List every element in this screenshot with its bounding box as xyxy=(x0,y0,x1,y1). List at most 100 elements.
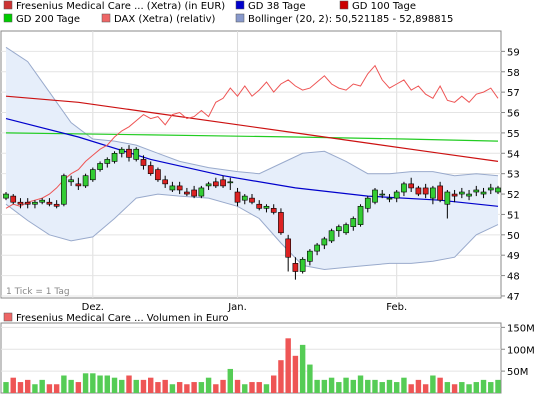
candlestick xyxy=(162,175,169,188)
candlestick xyxy=(68,175,74,186)
candlestick xyxy=(422,183,429,199)
candle-body xyxy=(104,159,111,164)
candlestick xyxy=(357,204,364,227)
candlestick xyxy=(24,198,31,209)
candle-body xyxy=(372,189,378,203)
volume-bar xyxy=(328,377,335,393)
candle-body xyxy=(335,226,342,232)
candlestick xyxy=(437,181,443,203)
candle-body xyxy=(321,238,328,246)
candle-body xyxy=(111,152,118,162)
candlestick xyxy=(444,189,451,219)
candle-body xyxy=(82,175,89,187)
candle-body xyxy=(328,230,335,242)
candlestick xyxy=(39,198,46,205)
volume-bar xyxy=(169,384,176,393)
volume-bar xyxy=(133,379,139,393)
legend-label: Fresenius Medical Care ... (Xetra) (in E… xyxy=(16,1,225,12)
candle-body xyxy=(198,187,205,197)
candle-body xyxy=(227,181,234,184)
candle-body xyxy=(263,205,270,209)
candlestick xyxy=(133,147,140,162)
volume-bar xyxy=(480,379,487,393)
candle-body xyxy=(155,169,161,181)
legend-swatch xyxy=(3,13,13,23)
legend: Fresenius Medical Care ... (Xetra) (in E… xyxy=(3,0,453,25)
volume-bar xyxy=(415,379,422,393)
candlestick xyxy=(169,181,176,193)
volume-bar xyxy=(444,382,451,393)
candle-body xyxy=(249,197,255,203)
candlestick xyxy=(379,189,386,199)
gd38-line xyxy=(5,118,499,207)
volume-tick-label: 150M xyxy=(507,323,535,334)
candlestick xyxy=(184,187,190,197)
candlestick xyxy=(3,192,9,201)
volume-bar xyxy=(155,382,161,393)
legend-swatch xyxy=(235,0,245,10)
volume-bar xyxy=(82,373,89,393)
candle-body xyxy=(343,224,349,234)
candle-body xyxy=(307,250,313,262)
candle-body xyxy=(3,193,9,199)
volume-bar xyxy=(256,382,262,393)
volume-bar xyxy=(191,382,197,393)
volume-bar xyxy=(53,384,60,393)
dax-relative-line xyxy=(5,64,499,209)
volume-bar xyxy=(307,364,313,393)
candle-body xyxy=(32,201,38,205)
candle-body xyxy=(430,187,436,199)
legend-swatch xyxy=(3,0,13,10)
candlestick xyxy=(89,167,96,182)
legend-label: GD 200 Tage xyxy=(16,14,80,25)
candlestick xyxy=(241,194,248,205)
tick-note: 1 Tick = 1 Tag xyxy=(6,287,70,297)
legend-swatch xyxy=(339,0,349,10)
candlestick xyxy=(393,189,400,203)
candle-body xyxy=(220,179,226,187)
volume-bar xyxy=(321,379,328,393)
candlestick xyxy=(386,194,393,203)
candle-body xyxy=(473,189,480,193)
candlestick xyxy=(321,236,328,250)
candle-body xyxy=(17,201,24,205)
candlestick xyxy=(285,234,292,272)
volume-bar xyxy=(249,382,255,393)
volume-bar xyxy=(140,379,147,393)
volume-panel: Fresenius Medical Care ... Volumen in Eu… xyxy=(0,312,535,394)
volume-bar xyxy=(401,377,407,393)
candle-body xyxy=(46,201,53,205)
candlestick xyxy=(234,187,241,207)
price-tick-label: 48 xyxy=(507,272,520,283)
legend-swatch xyxy=(101,13,111,23)
candlestick xyxy=(46,198,53,207)
volume-bar xyxy=(46,384,53,393)
volume-bar xyxy=(205,377,212,393)
candle-body xyxy=(401,183,407,193)
price-tick-label: 49 xyxy=(507,251,520,262)
candlestick xyxy=(191,185,197,199)
candle-body xyxy=(451,193,458,197)
candle-body xyxy=(118,148,125,154)
bollinger-band xyxy=(6,47,498,270)
price-tick-label: 59 xyxy=(507,47,520,58)
candle-body xyxy=(176,185,183,191)
legend-label: Bollinger (20, 2): 50,521185 - 52,898815 xyxy=(248,14,453,25)
volume-bar xyxy=(466,384,472,393)
candlestick xyxy=(198,185,205,199)
candle-body xyxy=(53,203,60,207)
month-label: Jan. xyxy=(227,302,247,313)
candlestick xyxy=(372,187,378,205)
volume-bar xyxy=(198,382,205,393)
month-label: Feb. xyxy=(386,302,407,313)
volume-bar xyxy=(292,355,299,393)
volume-bar xyxy=(408,384,414,393)
gd100-line xyxy=(5,95,499,162)
candlestick xyxy=(118,147,125,158)
volume-bar xyxy=(10,377,16,393)
candle-body xyxy=(205,183,212,187)
legend-swatch xyxy=(235,13,245,23)
candle-body xyxy=(393,191,400,199)
